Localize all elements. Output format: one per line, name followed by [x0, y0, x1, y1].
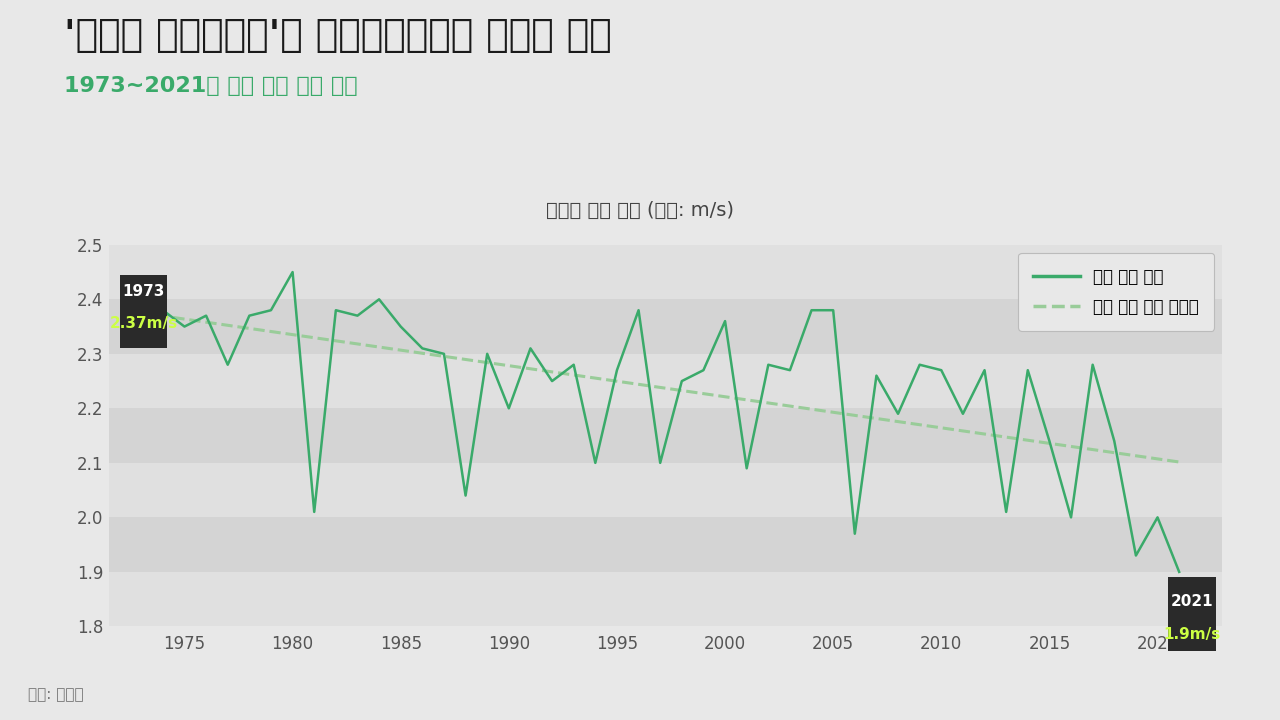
Legend: 겨울 평균 풍속, 겨울 평균 풍속 추세선: 겨울 평균 풍속, 겨울 평균 풍속 추세선 — [1019, 253, 1213, 330]
Text: 자료: 기상청: 자료: 기상청 — [28, 687, 83, 702]
Bar — [109, 354, 1222, 408]
FancyBboxPatch shape — [1169, 577, 1216, 651]
Text: 1.9m/s: 1.9m/s — [1164, 627, 1221, 642]
Bar — [109, 245, 1222, 300]
Text: 1973: 1973 — [122, 284, 165, 299]
Bar — [109, 408, 1222, 463]
Text: 2021: 2021 — [1171, 595, 1213, 609]
Bar — [109, 518, 1222, 572]
Text: 1973~2021년 전국 겨울 날씨 변화: 1973~2021년 전국 겨울 날씨 변화 — [64, 76, 357, 96]
Text: 2.37m/s: 2.37m/s — [109, 316, 178, 331]
Text: 겨울철 평균 풍속 (단위: m/s): 겨울철 평균 풍속 (단위: m/s) — [547, 201, 733, 220]
Bar — [109, 463, 1222, 518]
Bar — [109, 572, 1222, 626]
Text: '고농도 초미세먼지'에 최적화되어가는 한국의 겨울: '고농도 초미세먼지'에 최적화되어가는 한국의 겨울 — [64, 18, 612, 54]
Bar — [109, 300, 1222, 354]
FancyBboxPatch shape — [119, 275, 168, 348]
